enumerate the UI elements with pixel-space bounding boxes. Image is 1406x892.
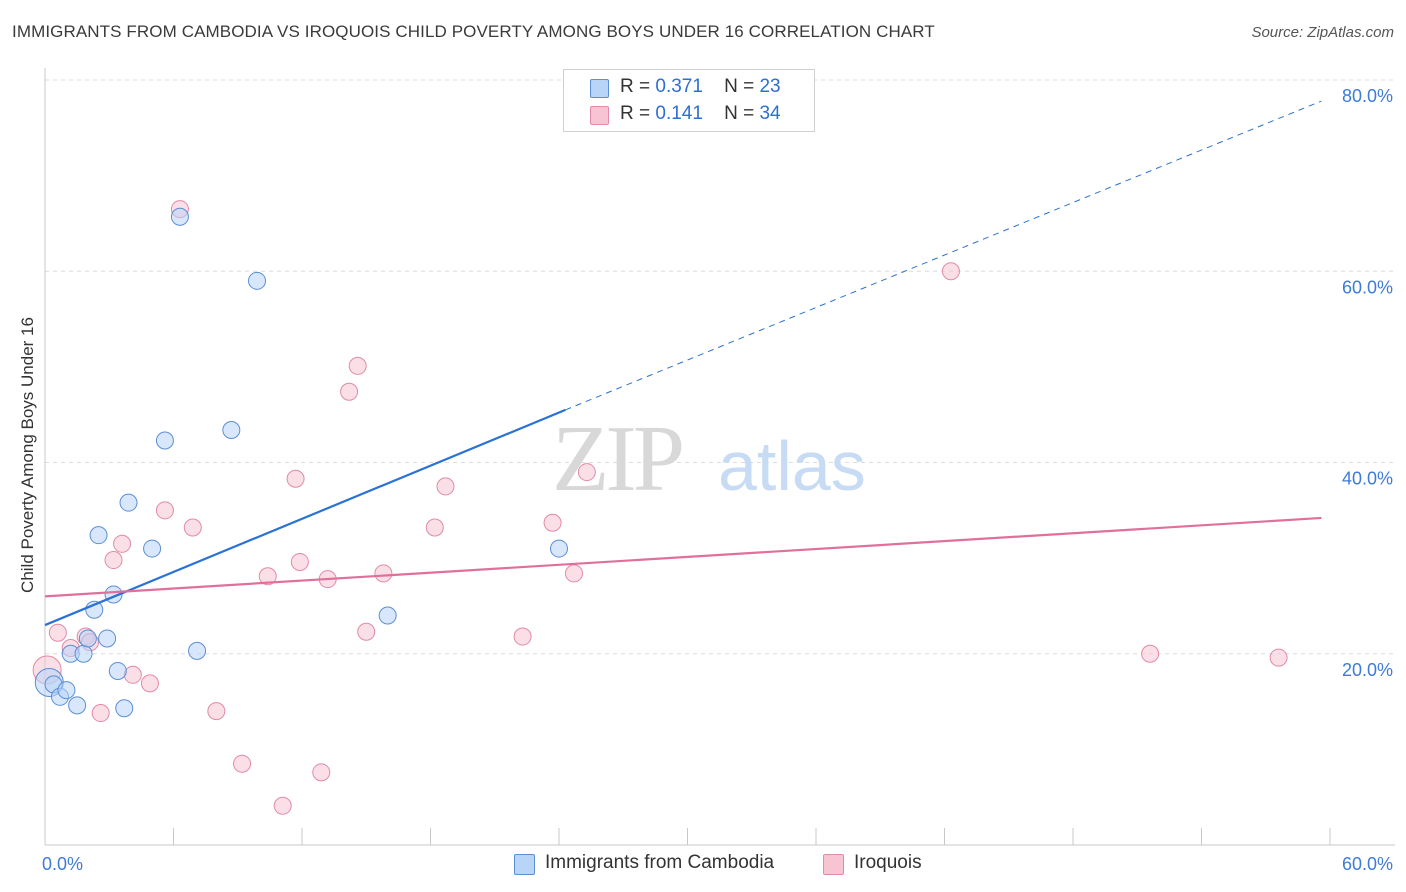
- cambodia-trend-extension: [565, 100, 1322, 411]
- iroquois-point: [577, 463, 596, 482]
- iroquois-point: [425, 518, 444, 537]
- y-tick-label: 40.0%: [1342, 469, 1393, 489]
- y-tick-label: 60.0%: [1342, 277, 1393, 297]
- cambodia-point: [115, 699, 134, 718]
- iroquois-point: [348, 356, 367, 375]
- iroquois-swatch: [590, 106, 609, 125]
- iroquois-trend-line: [44, 516, 1322, 598]
- x-tick-label-min: 0.0%: [42, 854, 83, 874]
- iroquois-point: [48, 623, 67, 642]
- cambodia-point: [57, 681, 76, 700]
- cambodia-point: [222, 420, 241, 439]
- cambodia-point: [108, 661, 127, 680]
- iroquois-point: [290, 552, 309, 571]
- cambodia-point: [89, 526, 108, 545]
- cambodia-point: [143, 539, 162, 558]
- watermark: ZIP atlas: [552, 407, 866, 511]
- cambodia-point: [378, 606, 397, 625]
- watermark-zip: ZIP: [552, 407, 682, 511]
- iroquois-point: [123, 665, 142, 684]
- watermark-atlas: atlas: [718, 427, 866, 505]
- cambodia-point: [248, 271, 267, 290]
- cambodia-point: [170, 207, 189, 226]
- bottom-iroquois-label: Iroquois: [854, 852, 922, 873]
- iroquois-point: [543, 513, 562, 532]
- cambodia-r-label: R =: [620, 76, 651, 97]
- cambodia-trend-line: [44, 408, 566, 627]
- legend-iroquois-stats: R = 0.141 N = 34: [620, 103, 781, 125]
- iroquois-point: [340, 382, 359, 401]
- iroquois-point: [273, 796, 292, 815]
- iroquois-point: [258, 567, 277, 586]
- cambodia-point: [68, 696, 87, 715]
- iroquois-point: [357, 622, 376, 641]
- iroquois-point: [564, 564, 583, 583]
- bottom-cambodia-label: Immigrants from Cambodia: [545, 852, 775, 873]
- trend-lines: [44, 100, 1322, 627]
- iroquois-point: [513, 627, 532, 646]
- iroquois-n-label: N =: [724, 103, 755, 124]
- cambodia-point: [550, 539, 568, 558]
- iroquois-point: [155, 501, 174, 520]
- chart-title: IMMIGRANTS FROM CAMBODIA VS IROQUOIS CHI…: [12, 22, 935, 41]
- legend-cambodia-stats: R = 0.371 N = 23: [620, 76, 781, 98]
- bottom-cambodia-swatch: [514, 854, 535, 875]
- iroquois-point: [183, 518, 202, 537]
- cambodia-point: [98, 629, 117, 648]
- iroquois-r-label: R =: [620, 103, 651, 124]
- cambodia-n-label: N =: [724, 76, 755, 97]
- iroquois-point: [233, 754, 252, 773]
- iroquois-point: [312, 763, 331, 782]
- cambodia-n-value: 23: [759, 76, 781, 97]
- cambodia-point: [188, 641, 207, 660]
- iroquois-point: [207, 702, 226, 721]
- y-axis-label: Child Poverty Among Boys Under 16: [18, 317, 37, 593]
- iroquois-point: [286, 469, 305, 488]
- cambodia-point: [74, 644, 93, 663]
- bottom-iroquois-swatch: [823, 854, 844, 875]
- gridlines: [45, 79, 1395, 655]
- cambodia-point: [155, 431, 174, 450]
- cambodia-r-value: 0.371: [655, 76, 703, 97]
- cambodia-point: [78, 629, 97, 648]
- iroquois-point: [104, 551, 123, 570]
- y-tick-labels: 20.0% 40.0% 60.0% 80.0%: [1342, 86, 1393, 680]
- iroquois-point: [1141, 644, 1160, 663]
- cambodia-point: [119, 493, 138, 512]
- x-axis-ticks: [44, 828, 1331, 845]
- iroquois-point: [374, 564, 393, 583]
- correlation-legend: R = 0.371 N = 23 R = 0.141 N = 34: [563, 69, 815, 132]
- y-tick-label: 80.0%: [1342, 86, 1393, 106]
- iroquois-point: [91, 704, 110, 723]
- y-tick-label: 20.0%: [1342, 660, 1393, 680]
- iroquois-point: [436, 477, 455, 496]
- iroquois-point: [140, 674, 159, 693]
- cambodia-swatch: [590, 79, 609, 98]
- source-label: Source: ZipAtlas.com: [1251, 24, 1394, 41]
- iroquois-r-value: 0.141: [655, 103, 703, 124]
- x-tick-label-max: 60.0%: [1342, 854, 1393, 874]
- iroquois-points: [32, 200, 1288, 815]
- iroquois-point: [113, 534, 132, 553]
- iroquois-point: [941, 262, 960, 281]
- cambodia-points: [34, 207, 568, 718]
- iroquois-n-value: 34: [759, 103, 781, 124]
- iroquois-point: [1269, 648, 1288, 667]
